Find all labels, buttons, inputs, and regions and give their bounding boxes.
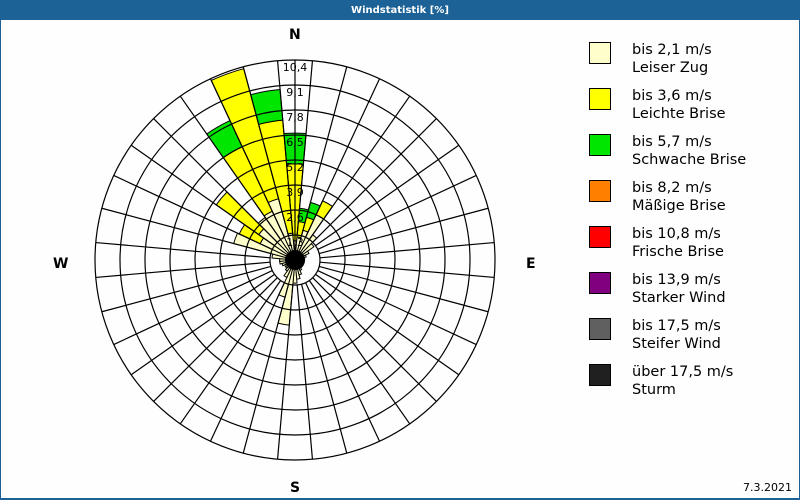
legend-label: Leichte Brise: [632, 106, 726, 122]
radial-tick-label: 3,9: [286, 186, 304, 199]
grid-spoke: [179, 95, 282, 240]
legend-range: bis 8,2 m/s: [632, 180, 712, 196]
compass-west-label: W: [53, 256, 69, 272]
legend-label: Mäßige Brise: [632, 198, 726, 214]
wind-rose-chart: 1,3 2,6 3,9 5,2 6,5 7,8 9,1 10,4: [94, 59, 496, 461]
legend-swatch: [589, 272, 611, 294]
grid-spoke: [296, 60, 314, 236]
grid-spoke: [153, 118, 278, 243]
footer-date: 7.3.2021: [743, 481, 792, 494]
grid-spoke: [242, 283, 290, 454]
legend-swatch: [589, 180, 611, 202]
grid-spoke: [209, 78, 285, 238]
grid-spoke: [317, 174, 477, 250]
grid-spoke: [130, 273, 275, 376]
radial-tick-label: 6,5: [286, 136, 304, 149]
grid-spoke: [300, 283, 348, 454]
compass-east-label: E: [526, 256, 536, 272]
radial-tick-label: 5,2: [286, 161, 304, 174]
grid-spoke: [319, 241, 495, 259]
legend-range: bis 13,9 m/s: [632, 272, 721, 288]
radial-tick-label: 2,6: [286, 211, 304, 224]
grid-spoke: [315, 273, 460, 376]
legend-swatch: [589, 88, 611, 110]
grid-spoke: [179, 280, 282, 425]
grid-spoke: [308, 280, 411, 425]
grid-spoke: [315, 144, 460, 247]
radial-tick-label: 1,3: [286, 236, 304, 249]
legend-label: Frische Brise: [632, 244, 724, 260]
legend-swatch: [589, 134, 611, 156]
grid-spoke: [113, 174, 273, 250]
legend-label: Steifer Wind: [632, 336, 721, 352]
legend-swatch: [589, 318, 611, 340]
grid-spoke: [130, 144, 275, 247]
legend-swatch: [589, 226, 611, 248]
grid-spoke: [317, 270, 477, 346]
radial-tick-label: 10,4: [283, 61, 308, 74]
legend-label: Sturm: [632, 382, 676, 398]
polar-grid: [94, 59, 496, 461]
compass-south-label: S: [290, 480, 301, 496]
legend-range: bis 2,1 m/s: [632, 42, 712, 58]
legend-range: bis 5,7 m/s: [632, 134, 712, 150]
grid-spoke: [318, 265, 489, 313]
grid-spoke: [319, 261, 495, 279]
legend-label: Schwache Brise: [632, 152, 747, 168]
grid-spoke: [300, 66, 348, 237]
grid-spoke: [113, 270, 273, 346]
legend-range: bis 17,5 m/s: [632, 318, 721, 334]
legend-swatch: [589, 364, 611, 386]
legend-range: über 17,5 m/s: [632, 364, 734, 380]
window-bottom-border: [0, 498, 800, 500]
grid-spoke: [95, 261, 271, 279]
grid-spoke: [276, 60, 294, 236]
grid-spoke: [101, 265, 272, 313]
grid-spoke: [305, 78, 381, 238]
wind-rose-sectors: [206, 68, 334, 326]
window-title: Windstatistik [%]: [0, 0, 800, 20]
grid-spoke: [308, 95, 411, 240]
grid-spoke: [95, 241, 271, 259]
radial-tick-labels: 1,3 2,6 3,9 5,2 6,5 7,8 9,1 10,4: [283, 61, 308, 249]
legend-range: bis 3,6 m/s: [632, 88, 712, 104]
grid-spoke: [312, 118, 437, 243]
grid-spoke: [209, 282, 285, 442]
grid-spoke: [101, 207, 272, 255]
grid-spoke: [305, 282, 381, 442]
grid-spoke: [153, 277, 278, 402]
legend-label: Leiser Zug: [632, 60, 709, 76]
legend-range: bis 10,8 m/s: [632, 226, 721, 242]
legend-label: Starker Wind: [632, 290, 726, 306]
radial-tick-label: 7,8: [286, 111, 304, 124]
compass-north-label: N: [289, 27, 301, 43]
grid-spoke: [312, 277, 437, 402]
grid-spoke: [296, 284, 314, 460]
grid-spoke: [318, 207, 489, 255]
radial-tick-label: 9,1: [286, 86, 304, 99]
grid-spoke: [276, 284, 294, 460]
grid-spoke: [242, 66, 290, 237]
legend-swatch: [589, 42, 611, 64]
